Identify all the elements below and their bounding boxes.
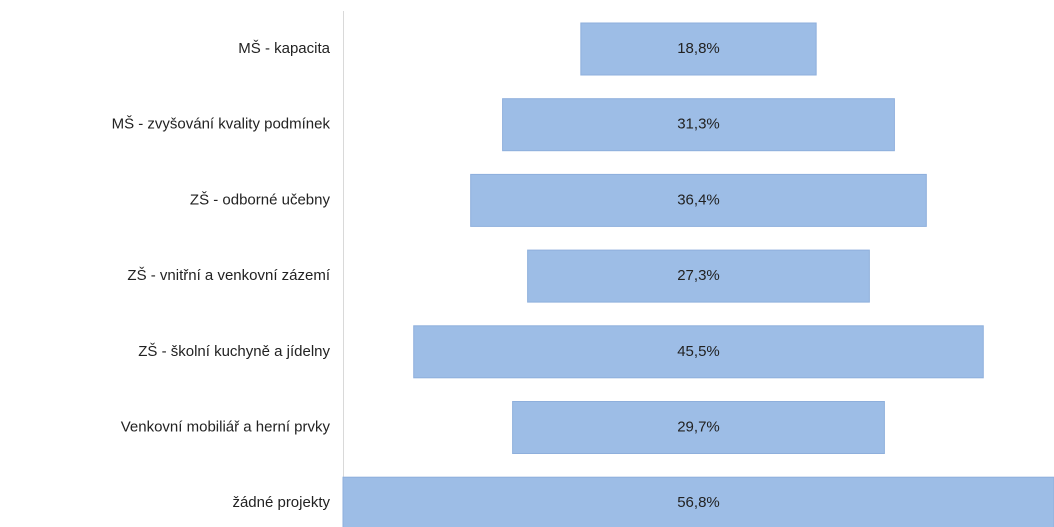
category-label: Venkovní mobiliář a herní prvky: [121, 418, 331, 435]
bar: [502, 98, 895, 152]
bar: [580, 22, 817, 76]
data-label: 36,4%: [677, 191, 720, 208]
bar: [527, 249, 870, 303]
data-label: 29,7%: [677, 418, 720, 435]
category-label: MŠ - kapacita: [238, 40, 330, 57]
category-label: ZŠ - odborné učebny: [190, 191, 331, 208]
data-label: 27,3%: [677, 267, 720, 284]
bar: [342, 476, 1054, 527]
bar: [512, 401, 885, 454]
category-label: ZŠ - vnitřní a venkovní zázemí: [127, 267, 330, 284]
data-label: 45,5%: [677, 343, 720, 360]
bar: [413, 325, 984, 379]
bar: [470, 173, 927, 227]
data-label: 18,8%: [677, 40, 720, 57]
category-label: ZŠ - školní kuchyně a jídelny: [138, 343, 330, 360]
data-label: 31,3%: [677, 116, 720, 133]
category-label: žádné projekty: [232, 494, 330, 511]
data-label: 56,8%: [677, 494, 720, 511]
category-label: MŠ - zvyšování kvality podmínek: [112, 116, 331, 133]
